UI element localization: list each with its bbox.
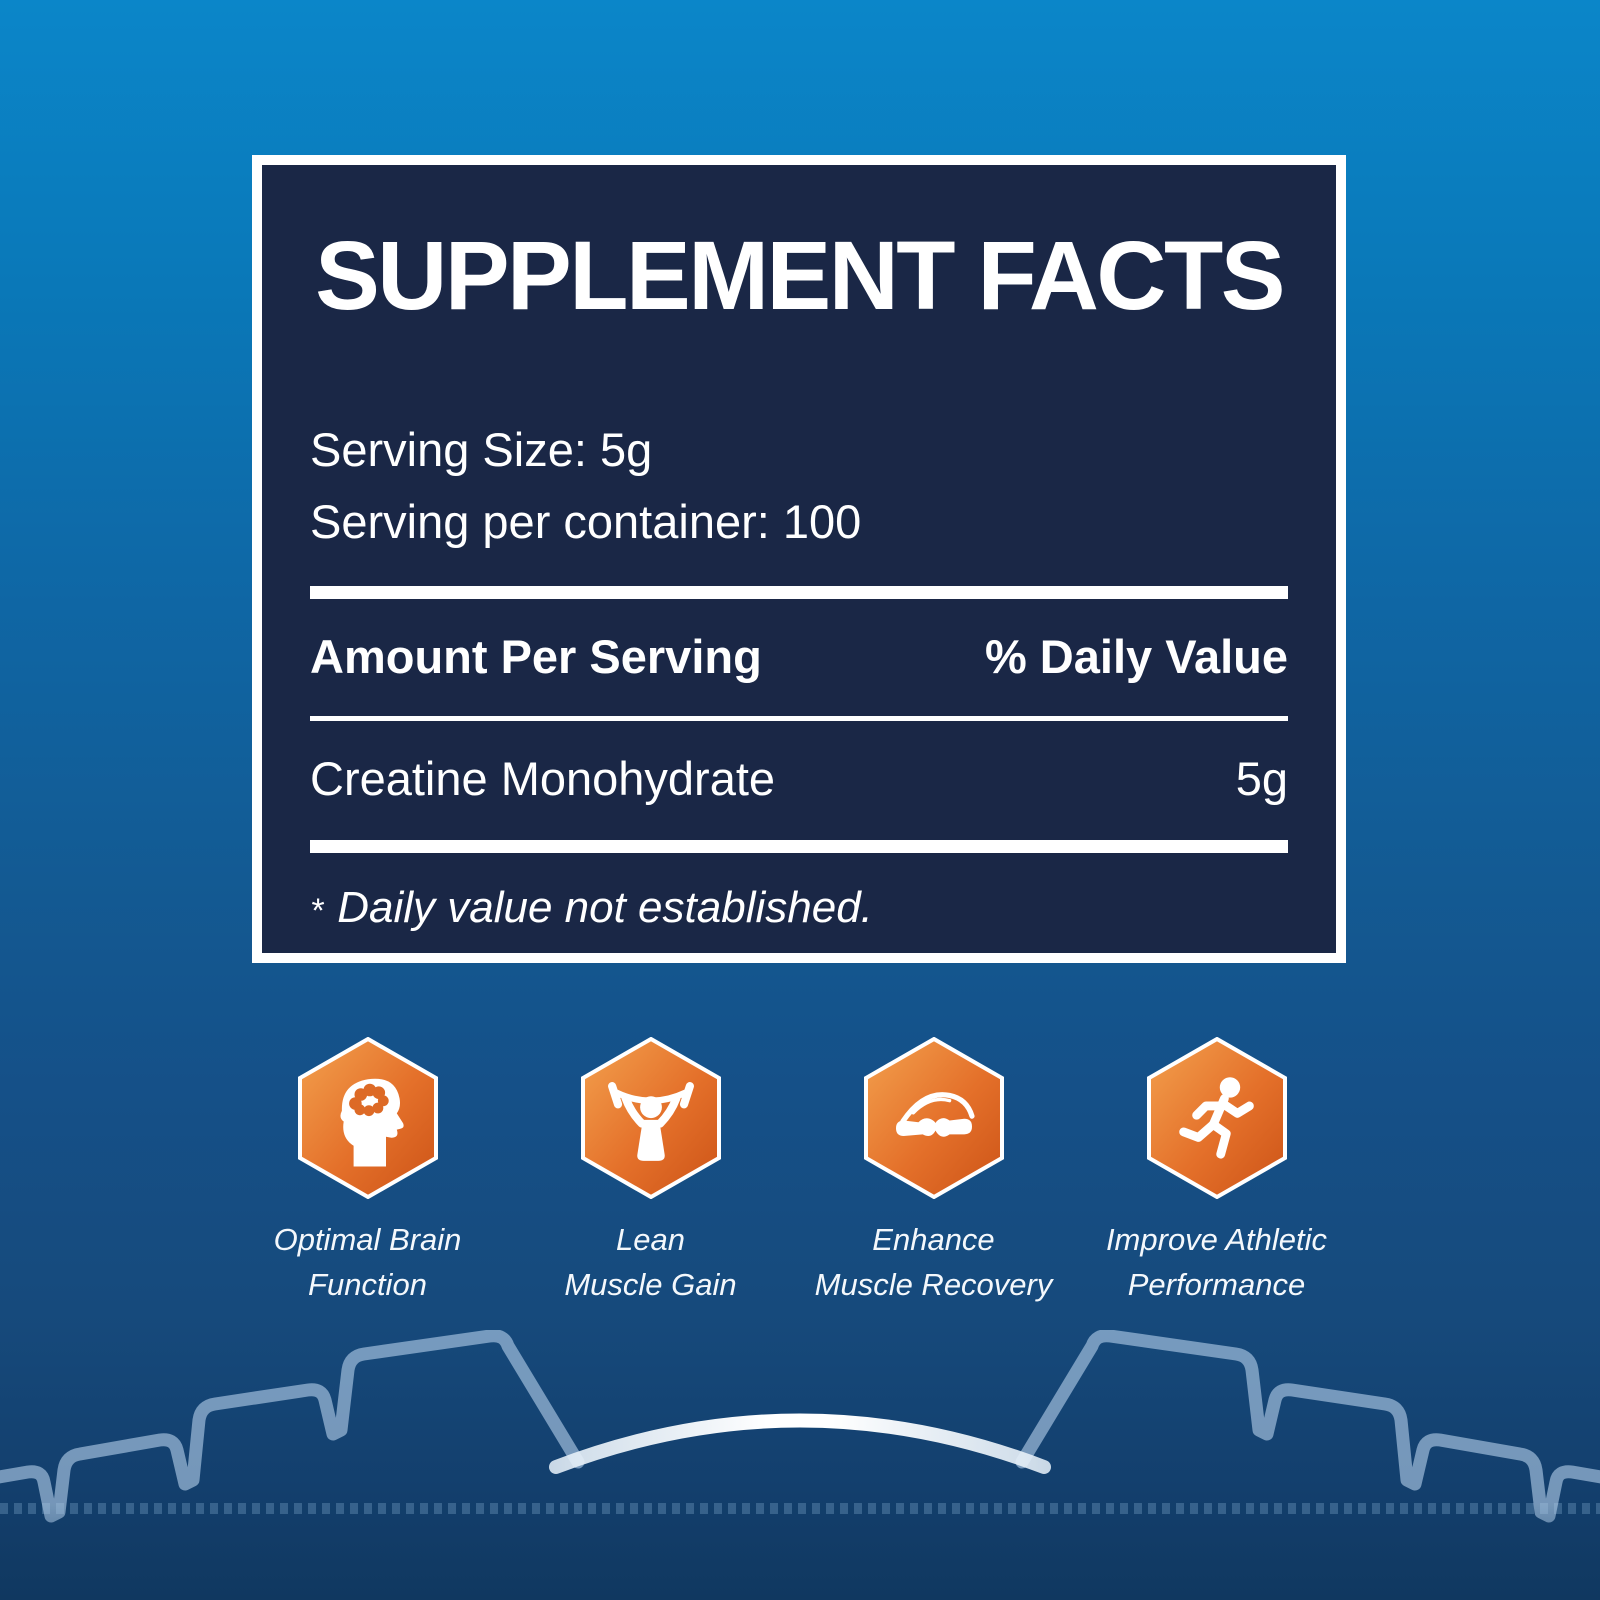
ingredient-row: Creatine Monohydrate 5g (310, 751, 1288, 806)
ingredient-amount: 5g (1235, 751, 1288, 805)
runner-icon (1146, 1037, 1287, 1199)
benefit-recovery: Enhance Muscle Recovery (792, 1037, 1075, 1307)
benefit-label: Enhance Muscle Recovery (814, 1222, 1053, 1302)
serving-size-line: Serving Size: 5g (310, 422, 653, 476)
amount-per-serving-header: Amount Per Serving (310, 629, 762, 683)
column-header-row: Amount Per Serving % Daily Value (310, 629, 1288, 684)
footnote: * Daily value not established. (310, 883, 1288, 933)
servings-per-container-line: Serving per container: 100 (310, 494, 862, 548)
benefit-label: Lean Muscle Gain (564, 1222, 737, 1302)
muscle-recovery-icon (863, 1037, 1004, 1199)
benefit-label: Improve Athletic Performance (1105, 1222, 1328, 1302)
footnote-text: Daily value not established. (337, 882, 873, 932)
weight-plates-left (0, 1330, 585, 1523)
asterisk-marker: * (310, 891, 324, 930)
weight-plate-skyline (0, 1330, 1600, 1523)
benefit-label: Optimal Brain Function (273, 1222, 462, 1302)
benefit-muscle-gain: Lean Muscle Gain (509, 1037, 792, 1307)
brain-icon (297, 1037, 438, 1199)
divider-thin (310, 715, 1288, 721)
ingredient-name: Creatine Monohydrate (310, 751, 776, 805)
benefits-row: Optimal Brain Function (0, 1037, 1592, 1307)
weightlifter-icon (580, 1037, 721, 1199)
divider-thick (310, 839, 1288, 853)
benefit-performance: Improve Athletic Performance (1075, 1037, 1358, 1307)
weight-plates-right (1015, 1330, 1600, 1523)
serving-info: Serving Size: 5g Serving per container: … (310, 414, 1288, 558)
swoosh-line (549, 1413, 1051, 1474)
daily-value-header: % Daily Value (984, 629, 1288, 683)
panel-title: SUPPLEMENT FACTS (315, 221, 1285, 330)
benefit-brain: Optimal Brain Function (226, 1037, 509, 1307)
divider-thick (310, 585, 1288, 599)
supplement-facts-panel: SUPPLEMENT FACTS Serving Size: 5g Servin… (252, 155, 1346, 963)
tick-band-texture (0, 1503, 1600, 1514)
